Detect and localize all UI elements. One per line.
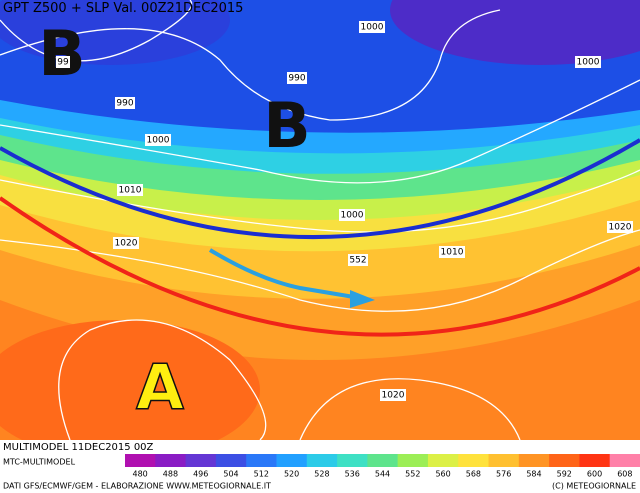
colorbar-tick-label: 568 <box>466 470 481 479</box>
isobar-label: 99 <box>57 58 69 68</box>
pressure-center: A <box>136 351 184 424</box>
colorbar-swatch <box>306 454 338 467</box>
band <box>0 0 230 65</box>
pressure-center: B <box>38 17 85 90</box>
colorbar-tick-label: 552 <box>405 470 420 479</box>
colorbar-tick-label: 600 <box>587 470 602 479</box>
pressure-center: B <box>263 89 310 162</box>
colorbar-swatch <box>215 454 247 467</box>
model-label: MTC-MULTIMODEL <box>3 458 76 467</box>
flow-arrow <box>208 248 361 300</box>
isobar-label-bg <box>575 56 601 68</box>
colorbar-swatch <box>125 454 156 467</box>
colorbar-swatch <box>397 454 429 467</box>
isobar <box>0 9 501 121</box>
isobar-label-bg <box>115 97 135 109</box>
isobar-label-bg <box>380 389 406 401</box>
colorbar-tick-label: 504 <box>223 470 238 479</box>
colorbar-swatch <box>367 454 399 467</box>
colorbar-tick-label: 480 <box>133 470 148 479</box>
isobar-label-bg <box>607 221 633 233</box>
colorbar-tick-label: 528 <box>314 470 329 479</box>
copyright: (C) METEOGIORNALE <box>552 482 636 491</box>
colorbar-tick-label: 584 <box>526 470 541 479</box>
colorbar-tick-label: 592 <box>557 470 572 479</box>
isobar-label: 1000 <box>577 58 600 68</box>
isobar-label-bg <box>287 72 307 84</box>
isobar-label-bg <box>339 209 365 221</box>
run-label: MULTIMODEL 11DEC2015 00Z <box>3 442 154 453</box>
isobar-label-bg <box>359 21 385 33</box>
colorbar: 480 488 496 504 512 520 528 536 544 552 560 568 576 5… <box>125 454 640 479</box>
isobar-label: 1000 <box>147 136 170 146</box>
colorbar-swatch <box>518 454 550 467</box>
colorbar-swatch <box>488 454 520 467</box>
colorbar-swatch <box>549 454 580 467</box>
isobar-label-bg <box>145 134 171 146</box>
colorbar-tick-label: 496 <box>193 470 208 479</box>
isobar <box>0 79 640 184</box>
colorbar-tick-label: 560 <box>435 470 450 479</box>
isobar-label: 1020 <box>115 239 138 249</box>
colorbar-tick-label: 576 <box>496 470 511 479</box>
isobar <box>0 0 193 62</box>
isobar-label-bg <box>439 246 465 258</box>
isobar-label: 1020 <box>609 223 632 233</box>
colorbar-tick-label: 536 <box>345 470 360 479</box>
colorbar-swatch <box>458 454 490 467</box>
isobar-label: 552 <box>349 256 366 266</box>
colorbar-tick-label: 608 <box>617 470 632 479</box>
flow-arrowhead <box>350 290 375 308</box>
colorbar-tick-label: 520 <box>284 470 299 479</box>
isobar <box>58 319 267 441</box>
trough-line <box>0 138 640 240</box>
colorbar-swatch <box>185 454 217 467</box>
isobar-label-bg <box>56 56 70 68</box>
isobar-label-bg <box>117 184 143 196</box>
isobar-label: 1000 <box>341 211 364 221</box>
map-title: GPT Z500 + SLP Val. 00Z21DEC2015 <box>3 1 243 16</box>
colorbar-swatch <box>155 454 187 467</box>
colorbar-swatch <box>427 454 459 467</box>
isobar-label-bg <box>113 237 139 249</box>
band <box>390 0 640 65</box>
colorbar-swatch <box>246 454 277 467</box>
isobar-label: 1000 <box>361 23 384 33</box>
colorbar-swatch <box>337 454 368 467</box>
labels: B B A 99 1000 990 990 1000 1000 1010 1000 552 1010 10… <box>38 17 633 425</box>
colorbar-swatch <box>579 454 611 467</box>
colorbar-tick-label: 512 <box>254 470 269 479</box>
isobar-label-bg <box>348 254 368 266</box>
isobar-label: 990 <box>288 74 305 84</box>
ridge-line <box>0 196 640 337</box>
map-fields <box>0 0 640 460</box>
colorbar-tick-label: 544 <box>375 470 390 479</box>
isobar-label: 1010 <box>119 186 142 196</box>
isobar <box>299 378 521 441</box>
isobar-label: 990 <box>116 99 133 109</box>
colorbar-tick-label: 488 <box>163 470 178 479</box>
isobar-label: 1010 <box>441 248 464 258</box>
isobar-label: 1020 <box>382 391 405 401</box>
isobar <box>0 229 640 312</box>
credits: DATI GFS/ECMWF/GEM - ELABORAZIONE WWW.ME… <box>3 482 271 491</box>
colorbar-swatch <box>276 454 308 467</box>
colorbar-swatch <box>609 454 640 467</box>
